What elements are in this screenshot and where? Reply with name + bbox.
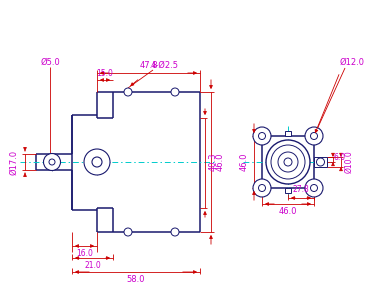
Text: Ø17.0: Ø17.0 [10,149,19,175]
Text: 15.0: 15.0 [96,68,114,78]
Text: 46.0: 46.0 [240,153,248,171]
Circle shape [305,127,323,145]
Text: 58.0: 58.0 [127,275,145,285]
Circle shape [305,179,323,197]
Circle shape [124,88,132,96]
Circle shape [284,158,292,166]
Bar [314,157,327,167]
Circle shape [84,149,110,175]
Circle shape [49,159,55,165]
Circle shape [271,145,305,179]
Circle shape [171,228,179,236]
Text: 27.8: 27.8 [293,185,309,195]
Text: 40.3: 40.3 [208,153,218,171]
Text: 16.0: 16.0 [76,249,93,258]
Circle shape [311,132,317,139]
Circle shape [253,179,271,197]
Text: 4-Ø2.5: 4-Ø2.5 [151,61,179,69]
Circle shape [266,140,310,184]
Bar [285,188,291,193]
Circle shape [317,158,325,166]
Text: 21.0: 21.0 [84,261,101,271]
Circle shape [258,185,266,191]
Circle shape [124,228,132,236]
Text: 46.0: 46.0 [216,153,224,171]
Text: Ø5.0: Ø5.0 [40,58,60,66]
Circle shape [253,127,271,145]
Circle shape [278,152,298,172]
Circle shape [43,154,61,171]
Bar [285,131,291,136]
Text: 46.0: 46.0 [279,208,297,217]
Circle shape [258,132,266,139]
Circle shape [311,185,317,191]
Circle shape [92,157,102,167]
Text: Ø12.0: Ø12.0 [339,58,365,66]
Circle shape [171,88,179,96]
Text: 6.0: 6.0 [334,152,346,161]
Text: Ø10.0: Ø10.0 [344,151,354,173]
Text: 47.8: 47.8 [139,61,158,69]
